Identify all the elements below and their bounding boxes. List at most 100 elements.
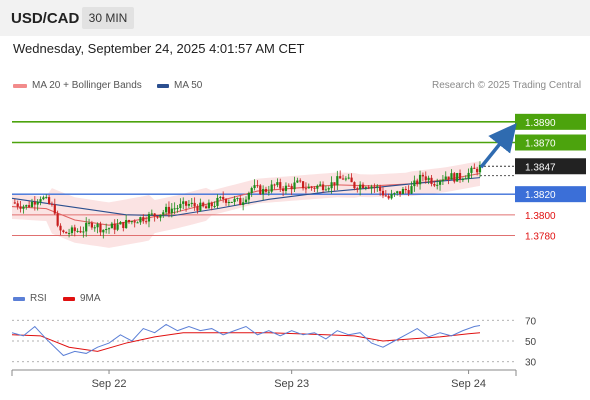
- candle-body: [279, 182, 282, 189]
- candle-body: [65, 232, 68, 234]
- candle-body: [213, 205, 216, 207]
- candle-body: [339, 176, 342, 179]
- candle-body: [427, 177, 430, 181]
- candle-body: [464, 178, 467, 180]
- candle-body: [404, 188, 407, 191]
- candle-body: [356, 188, 359, 190]
- candle-body: [176, 208, 179, 210]
- candle-body: [353, 182, 356, 189]
- candle-body: [145, 221, 148, 223]
- rsi-panel: 70 50 30: [11, 316, 537, 369]
- candle-body: [19, 206, 22, 209]
- candle-body: [107, 228, 111, 230]
- candle-body: [56, 213, 59, 226]
- level-label-1.3780: 1.3780: [525, 232, 556, 243]
- candle-body: [478, 164, 482, 173]
- rsi-tick-30: 30: [525, 358, 537, 369]
- candle-body: [281, 188, 285, 191]
- candle-body: [110, 223, 113, 229]
- candle-body: [313, 187, 316, 189]
- candle-body: [398, 191, 402, 195]
- candle-body: [136, 222, 139, 224]
- candle-body: [202, 202, 205, 207]
- candle-body: [39, 199, 42, 202]
- legend-bollinger-label: MA 20 + Bollinger Bands: [32, 80, 142, 91]
- candle-body: [344, 178, 347, 180]
- candle-body: [22, 206, 25, 209]
- candle-body: [424, 176, 427, 181]
- bollinger-swatch: [13, 83, 27, 88]
- candle-body: [127, 220, 131, 223]
- candlesticks: [13, 161, 482, 239]
- x-tick-label: Sep 22: [92, 378, 127, 390]
- candle-body: [239, 198, 242, 206]
- x-axis: Sep 22 Sep 23 Sep 24: [11, 369, 517, 390]
- bollinger-band-area: [12, 161, 480, 248]
- candle-body: [467, 172, 470, 179]
- candle-body: [87, 222, 91, 224]
- candle-body: [270, 184, 273, 192]
- candle-body: [190, 202, 193, 204]
- candle-body: [293, 182, 296, 190]
- candle-body: [384, 195, 387, 197]
- symbol-title: USD/CAD: [11, 10, 80, 27]
- candle-body: [253, 185, 256, 189]
- candle-body: [390, 194, 393, 199]
- candle-body: [304, 188, 308, 190]
- legend-rsi: RSI: [13, 293, 47, 304]
- candle-body: [193, 202, 196, 207]
- candle-body: [187, 203, 191, 206]
- candle-body: [242, 202, 245, 206]
- rsi-ma9-line: [11, 332, 481, 352]
- candle-body: [13, 202, 16, 204]
- candle-body: [173, 208, 176, 210]
- candle-body: [85, 222, 88, 232]
- candle-body: [379, 186, 382, 191]
- candle-body: [227, 201, 230, 203]
- candle-body: [150, 213, 153, 215]
- candle-body: [76, 230, 79, 232]
- candle-body: [70, 227, 74, 234]
- candle-body: [247, 193, 250, 200]
- candle-body: [418, 174, 422, 185]
- candle-body: [476, 168, 479, 173]
- candle-body: [30, 201, 34, 207]
- candle-body: [219, 196, 222, 198]
- candle-body: [79, 230, 82, 233]
- candle-body: [113, 223, 116, 230]
- candle-body: [256, 185, 259, 187]
- candle-body: [159, 214, 162, 218]
- candle-body: [321, 184, 325, 191]
- candle-body: [367, 187, 370, 189]
- candle-body: [364, 187, 367, 189]
- candle-body: [59, 225, 62, 231]
- candle-body: [67, 233, 71, 235]
- candle-body: [276, 182, 279, 186]
- candle-body: [196, 206, 199, 211]
- candle-body: [267, 191, 270, 193]
- candle-body: [47, 197, 51, 204]
- legend-ma50: MA 50: [157, 80, 202, 91]
- candle-body: [359, 184, 362, 190]
- candle-body: [438, 181, 442, 185]
- candle-body: [264, 188, 268, 192]
- candle-body: [413, 180, 416, 187]
- legend-ma9-label: 9MA: [80, 293, 101, 304]
- candle-body: [458, 172, 462, 180]
- datetime-label: Wednesday, September 24, 2025 4:01:57 AM…: [13, 41, 305, 56]
- candle-body: [96, 223, 99, 228]
- candle-body: [284, 185, 288, 191]
- rsi-swatch: [13, 296, 25, 301]
- candle-body: [130, 221, 133, 223]
- candle-body: [441, 179, 445, 182]
- candle-body: [125, 220, 128, 229]
- candle-body: [199, 202, 202, 211]
- candle-body: [116, 224, 119, 230]
- candle-body: [310, 186, 313, 188]
- timeframe-badge[interactable]: 30 MIN: [82, 7, 134, 29]
- legend-rsi-label: RSI: [30, 293, 47, 304]
- x-tick-label: Sep 23: [274, 378, 309, 390]
- legend-ma9: 9MA: [63, 293, 101, 304]
- candle-body: [436, 184, 439, 186]
